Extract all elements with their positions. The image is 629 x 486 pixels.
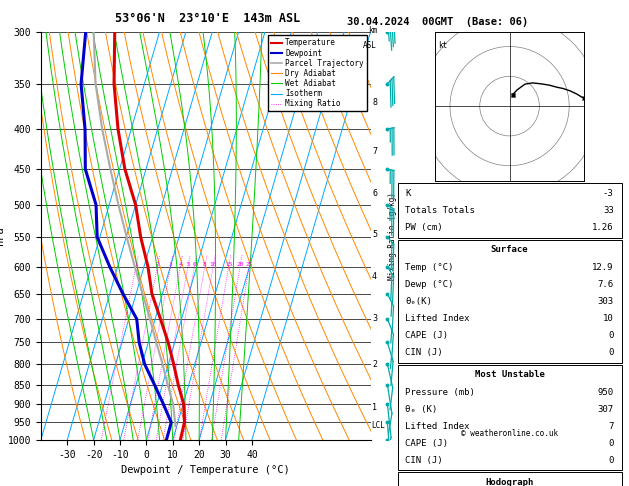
Text: θₑ (K): θₑ (K)	[406, 405, 438, 414]
FancyBboxPatch shape	[398, 364, 621, 470]
Legend: Temperature, Dewpoint, Parcel Trajectory, Dry Adiabat, Wet Adiabat, Isotherm, Mi: Temperature, Dewpoint, Parcel Trajectory…	[267, 35, 367, 111]
Text: 3: 3	[372, 314, 377, 323]
Text: Temp (°C): Temp (°C)	[406, 262, 454, 272]
Text: 30.04.2024  00GMT  (Base: 06): 30.04.2024 00GMT (Base: 06)	[347, 17, 528, 27]
Text: Dewp (°C): Dewp (°C)	[406, 280, 454, 289]
Text: 5: 5	[186, 261, 190, 267]
Text: ASL: ASL	[363, 41, 377, 50]
Text: Most Unstable: Most Unstable	[475, 370, 545, 380]
Text: θₑ(K): θₑ(K)	[406, 297, 432, 306]
Text: 25: 25	[245, 261, 253, 267]
Text: km: km	[368, 26, 377, 35]
Text: Lifted Index: Lifted Index	[406, 422, 470, 431]
Text: 6: 6	[192, 261, 196, 267]
Text: 0: 0	[608, 456, 614, 465]
Text: 0: 0	[608, 348, 614, 357]
Text: 20: 20	[237, 261, 244, 267]
Text: Hodograph: Hodograph	[486, 478, 534, 486]
Text: 8: 8	[372, 98, 377, 107]
Text: 7: 7	[372, 147, 377, 156]
Text: 2: 2	[155, 261, 159, 267]
Text: Pressure (mb): Pressure (mb)	[406, 387, 476, 397]
Text: 303: 303	[598, 297, 614, 306]
Text: 15: 15	[225, 261, 233, 267]
Text: 33: 33	[603, 207, 614, 215]
Text: CAPE (J): CAPE (J)	[406, 439, 448, 448]
Text: CAPE (J): CAPE (J)	[406, 331, 448, 340]
Text: LCL: LCL	[371, 421, 385, 431]
Text: 7: 7	[608, 422, 614, 431]
Text: 5: 5	[372, 230, 377, 239]
Text: 3: 3	[169, 261, 172, 267]
Text: 307: 307	[598, 405, 614, 414]
Text: 6: 6	[372, 189, 377, 198]
Text: 2: 2	[372, 360, 377, 369]
Text: 1: 1	[372, 402, 377, 412]
Text: Surface: Surface	[491, 245, 528, 255]
Text: 950: 950	[598, 387, 614, 397]
Text: Totals Totals: Totals Totals	[406, 207, 476, 215]
Text: -3: -3	[603, 189, 614, 198]
Text: 10: 10	[209, 261, 217, 267]
Text: 53°06'N  23°10'E  143m ASL: 53°06'N 23°10'E 143m ASL	[115, 12, 300, 25]
Text: Mixing Ratio (g/kg): Mixing Ratio (g/kg)	[388, 192, 397, 279]
Text: 0: 0	[608, 331, 614, 340]
Text: 4: 4	[372, 272, 377, 280]
Text: CIN (J): CIN (J)	[406, 456, 443, 465]
Text: 4: 4	[179, 261, 182, 267]
FancyBboxPatch shape	[398, 183, 621, 238]
Text: 0: 0	[608, 439, 614, 448]
Text: 10: 10	[603, 314, 614, 323]
FancyBboxPatch shape	[398, 472, 621, 486]
Text: 1: 1	[134, 261, 138, 267]
Text: PW (cm): PW (cm)	[406, 224, 443, 232]
Text: 12.9: 12.9	[592, 262, 614, 272]
FancyBboxPatch shape	[398, 240, 621, 363]
X-axis label: Dewpoint / Temperature (°C): Dewpoint / Temperature (°C)	[121, 465, 290, 475]
Text: © weatheronline.co.uk: © weatheronline.co.uk	[461, 429, 558, 438]
Text: Lifted Index: Lifted Index	[406, 314, 470, 323]
Text: 1.26: 1.26	[592, 224, 614, 232]
Text: K: K	[406, 189, 411, 198]
Text: CIN (J): CIN (J)	[406, 348, 443, 357]
Text: 8: 8	[203, 261, 207, 267]
Text: 7.6: 7.6	[598, 280, 614, 289]
Y-axis label: hPa: hPa	[0, 226, 5, 245]
